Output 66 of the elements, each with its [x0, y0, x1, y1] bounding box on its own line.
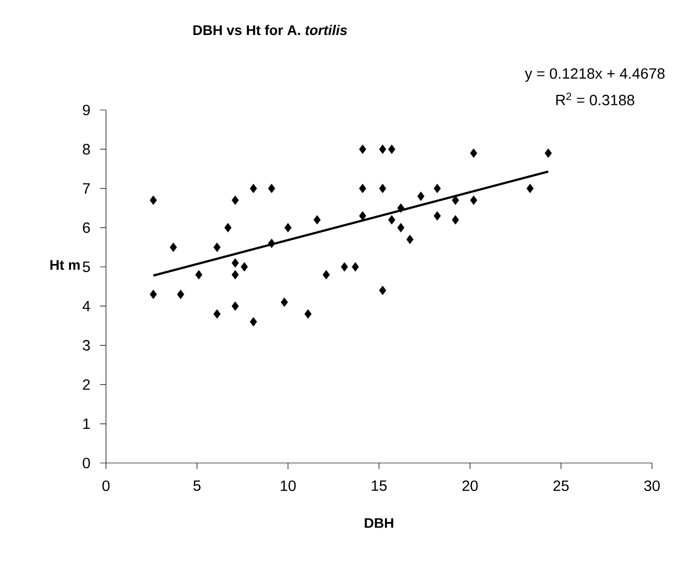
point — [268, 238, 276, 248]
x-tick-label: 5 — [193, 480, 201, 491]
y-tick-label: 1 — [83, 418, 90, 429]
x-tick-label: 25 — [553, 480, 569, 492]
point — [177, 290, 184, 300]
point — [452, 215, 460, 224]
x-tick-label: 0 — [102, 480, 110, 492]
point — [379, 286, 386, 296]
point — [224, 222, 232, 232]
point — [544, 148, 552, 158]
point — [470, 148, 478, 158]
point — [232, 196, 239, 205]
point — [526, 184, 534, 194]
point — [250, 184, 257, 194]
point — [452, 196, 460, 205]
chart-title: DBH vs Ht for A. tortilis — [193, 24, 348, 36]
point — [314, 215, 321, 224]
point — [397, 203, 404, 213]
y-axis-title: Ht m — [50, 260, 80, 270]
y-tick-label: 9 — [82, 104, 90, 116]
point — [280, 298, 288, 307]
point — [284, 222, 292, 232]
point — [470, 196, 478, 205]
point — [232, 270, 239, 280]
point — [170, 242, 177, 252]
point — [379, 144, 386, 154]
point — [388, 215, 396, 224]
x-axis-title: DBH — [364, 518, 394, 528]
y-tick-label: 6 — [82, 222, 90, 233]
x-tick-label: 30 — [644, 480, 660, 492]
point — [322, 270, 330, 280]
point — [250, 317, 257, 326]
x-tick-label: 20 — [462, 480, 478, 492]
point — [232, 258, 239, 268]
point — [359, 144, 366, 154]
y-tick-label: 8 — [82, 144, 90, 155]
point — [359, 211, 366, 221]
point — [406, 234, 414, 244]
point — [213, 242, 221, 252]
point — [417, 192, 424, 201]
point — [240, 262, 248, 272]
point — [150, 196, 157, 205]
point — [434, 211, 441, 221]
x-tick-label: 15 — [372, 480, 387, 491]
y-tick-label: 3 — [82, 340, 90, 351]
x-tick-label: 10 — [280, 480, 296, 492]
y-tick-label: 5 — [82, 262, 90, 272]
y-tick-label: 0 — [82, 458, 90, 468]
point — [268, 184, 276, 194]
point — [388, 144, 396, 154]
point — [397, 222, 404, 232]
y-tick-label: 4 — [82, 300, 90, 312]
point — [340, 262, 348, 272]
text: y = 0.1218x + 4.4678 — [524, 68, 665, 82]
point — [359, 184, 366, 194]
y-tick-label: 7 — [82, 183, 90, 194]
point — [150, 290, 157, 300]
point — [213, 309, 221, 319]
point — [304, 309, 312, 319]
point — [195, 270, 202, 280]
y-tick-label: 2 — [82, 379, 90, 390]
point — [232, 301, 239, 311]
point — [434, 184, 441, 194]
text: R$^{2}$ = 0.3188 — [556, 92, 634, 106]
point — [379, 184, 386, 194]
point — [352, 262, 359, 272]
